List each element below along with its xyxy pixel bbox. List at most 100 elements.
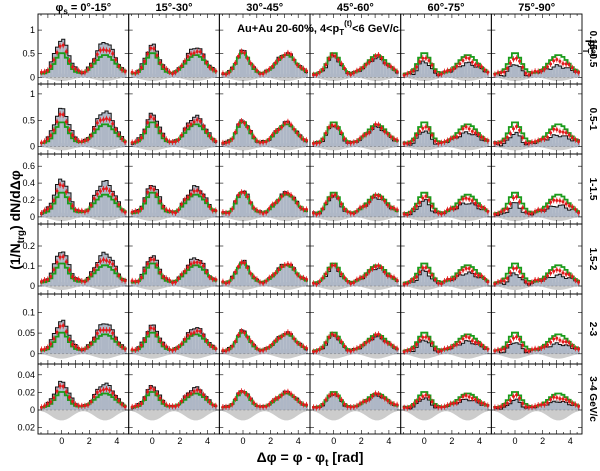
data-point xyxy=(240,389,243,393)
data-point xyxy=(352,71,356,75)
data-point xyxy=(80,279,84,283)
raw-bar xyxy=(561,276,565,286)
raw-bar xyxy=(64,45,68,78)
raw-bar xyxy=(358,140,362,147)
raw-bar xyxy=(336,129,340,147)
data-point xyxy=(277,198,281,202)
raw-bar xyxy=(146,261,150,286)
data-point xyxy=(192,331,196,335)
data-point xyxy=(461,59,465,62)
data-point xyxy=(521,136,525,140)
raw-bar xyxy=(392,278,396,286)
raw-bar xyxy=(270,401,274,410)
y-tick-label: 0.1 xyxy=(22,261,35,271)
data-point xyxy=(89,342,93,346)
data-point xyxy=(449,137,453,141)
data-point xyxy=(496,71,500,75)
raw-bar xyxy=(52,124,56,147)
data-point xyxy=(427,198,431,202)
data-point xyxy=(380,126,384,130)
data-point xyxy=(430,133,434,137)
raw-bar xyxy=(236,56,240,78)
raw-bar xyxy=(324,401,328,410)
data-point xyxy=(158,61,162,65)
data-point xyxy=(146,121,150,124)
raw-bar xyxy=(95,50,99,78)
raw-bar xyxy=(214,210,218,217)
data-point xyxy=(336,394,340,398)
data-point xyxy=(83,280,87,284)
data-point xyxy=(52,268,56,272)
data-point xyxy=(114,267,118,271)
data-point xyxy=(211,277,215,281)
raw-bar xyxy=(570,405,574,410)
data-point xyxy=(49,275,53,278)
raw-bar xyxy=(280,194,284,217)
raw-bar xyxy=(198,260,202,286)
raw-bar xyxy=(108,257,112,286)
data-point xyxy=(289,332,293,336)
data-point xyxy=(374,265,377,269)
data-point xyxy=(67,338,71,342)
data-point xyxy=(330,392,334,396)
raw-bar xyxy=(149,385,153,410)
data-point xyxy=(424,393,428,397)
raw-bar xyxy=(283,191,287,217)
data-point xyxy=(105,48,108,52)
data-point xyxy=(255,139,259,143)
raw-bar xyxy=(95,262,99,286)
raw-bar xyxy=(470,400,474,410)
raw-bar xyxy=(58,108,62,147)
data-point xyxy=(364,341,368,345)
panel xyxy=(218,153,311,225)
data-point xyxy=(421,266,425,270)
data-point xyxy=(136,209,140,213)
data-point xyxy=(130,405,134,409)
data-point xyxy=(464,335,468,338)
data-point xyxy=(83,404,87,408)
data-point xyxy=(195,50,199,54)
data-point xyxy=(536,139,540,142)
raw-bar xyxy=(358,71,362,78)
raw-bar xyxy=(364,134,368,147)
data-point xyxy=(46,402,50,406)
data-point xyxy=(180,64,184,68)
data-point xyxy=(108,328,112,332)
raw-bar xyxy=(236,393,240,410)
data-point xyxy=(95,390,99,394)
data-point xyxy=(111,52,115,56)
data-point xyxy=(111,331,115,335)
data-point xyxy=(315,406,319,410)
raw-bar xyxy=(280,125,284,147)
data-point xyxy=(324,131,328,135)
raw-bar xyxy=(467,272,471,286)
raw-bar xyxy=(111,49,115,78)
data-point xyxy=(283,121,287,125)
raw-bar xyxy=(564,344,568,354)
data-point xyxy=(89,203,93,207)
raw-bar xyxy=(55,116,59,147)
raw-bar xyxy=(336,61,340,78)
data-point xyxy=(301,67,305,71)
raw-bar xyxy=(74,209,78,217)
data-point xyxy=(140,66,143,70)
data-point xyxy=(536,278,540,282)
data-point xyxy=(149,258,153,261)
data-point xyxy=(283,332,287,336)
data-point xyxy=(355,139,359,143)
data-point xyxy=(136,347,140,351)
column-label: 60°-75° xyxy=(428,2,465,14)
data-point xyxy=(143,269,147,273)
data-point xyxy=(383,397,387,400)
raw-bar xyxy=(421,340,425,354)
raw-bar xyxy=(292,396,296,410)
panel xyxy=(218,293,311,365)
data-point xyxy=(564,272,568,276)
raw-bar xyxy=(511,272,515,286)
raw-bar xyxy=(377,336,381,354)
data-point xyxy=(286,390,290,394)
raw-bar xyxy=(546,140,550,147)
raw-bar xyxy=(117,398,121,410)
raw-bar xyxy=(92,58,96,78)
raw-bar xyxy=(283,54,287,78)
